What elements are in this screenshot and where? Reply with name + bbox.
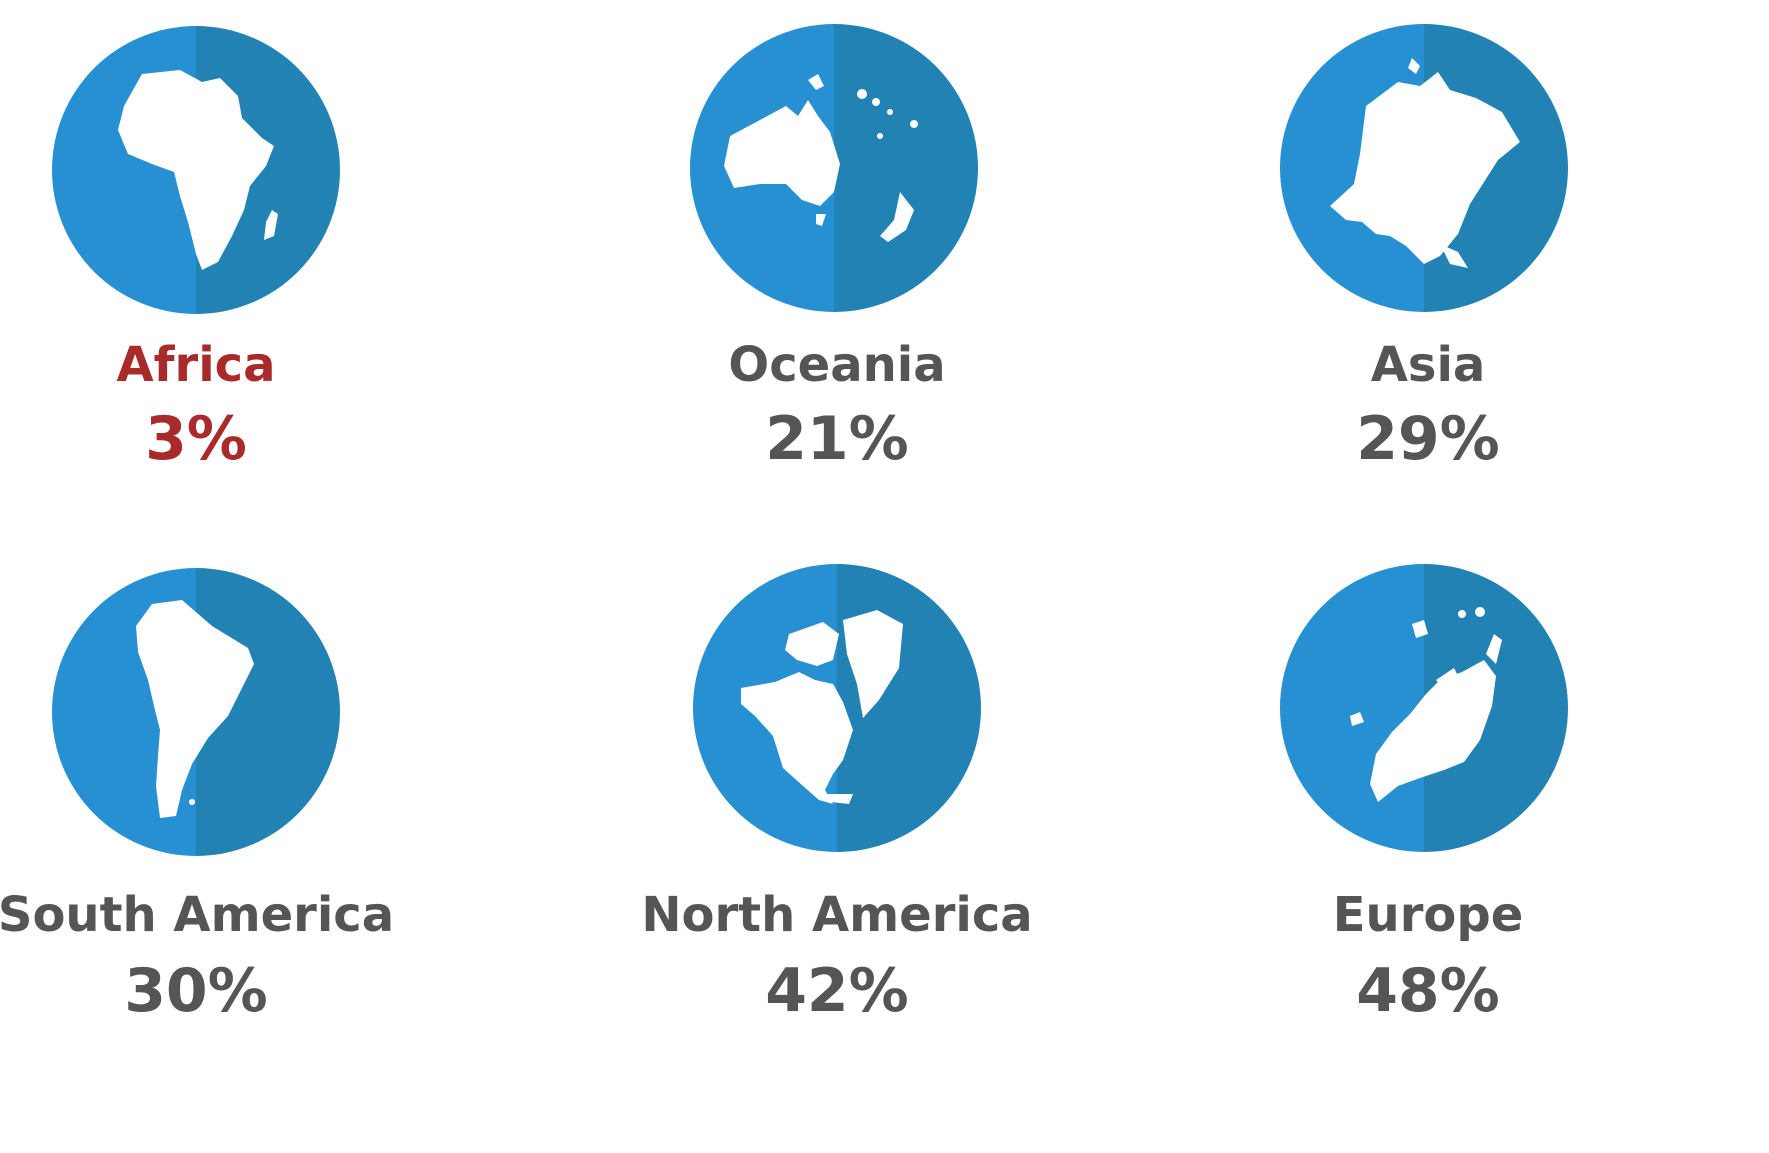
region-value: 29% [1356,404,1500,474]
region-label: South America [0,887,395,943]
region-value: 21% [765,404,909,474]
africa-globe-icon [52,26,340,314]
region-value: 42% [765,956,909,1026]
region-label: Asia [1370,337,1486,393]
south-america-globe-icon [52,568,340,856]
asia-globe-icon [1280,24,1568,312]
europe-globe-icon [1280,564,1568,852]
oceania-globe-icon [690,24,978,312]
region-value: 30% [124,956,268,1026]
region-label: North America [641,887,1033,943]
region-label: Europe [1332,887,1524,943]
region-value: 3% [145,404,247,474]
region-label: Oceania [728,337,946,393]
region-label: Africa [116,337,276,393]
north-america-globe-icon [693,564,981,852]
region-value: 48% [1356,956,1500,1026]
